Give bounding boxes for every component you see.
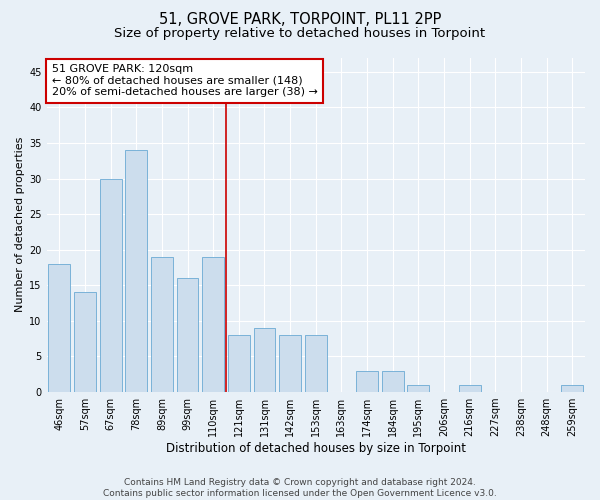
Bar (100, 178, 122, 392)
Bar (228, 335, 250, 392)
Bar (254, 328, 275, 392)
Bar (125, 150, 147, 392)
Bar (74, 292, 96, 392)
Bar (382, 370, 404, 392)
Bar (279, 335, 301, 392)
Bar (202, 257, 224, 392)
Text: 51, GROVE PARK, TORPOINT, PL11 2PP: 51, GROVE PARK, TORPOINT, PL11 2PP (159, 12, 441, 28)
Y-axis label: Number of detached properties: Number of detached properties (15, 137, 25, 312)
Bar (561, 385, 583, 392)
Text: Size of property relative to detached houses in Torpoint: Size of property relative to detached ho… (115, 28, 485, 40)
Bar (151, 257, 173, 392)
Bar (356, 370, 378, 392)
Bar (407, 385, 429, 392)
Text: 51 GROVE PARK: 120sqm
← 80% of detached houses are smaller (148)
20% of semi-det: 51 GROVE PARK: 120sqm ← 80% of detached … (52, 64, 318, 98)
Bar (305, 335, 326, 392)
Bar (176, 278, 199, 392)
X-axis label: Distribution of detached houses by size in Torpoint: Distribution of detached houses by size … (166, 442, 466, 455)
Text: Contains HM Land Registry data © Crown copyright and database right 2024.
Contai: Contains HM Land Registry data © Crown c… (103, 478, 497, 498)
Bar (459, 385, 481, 392)
Bar (49, 264, 70, 392)
